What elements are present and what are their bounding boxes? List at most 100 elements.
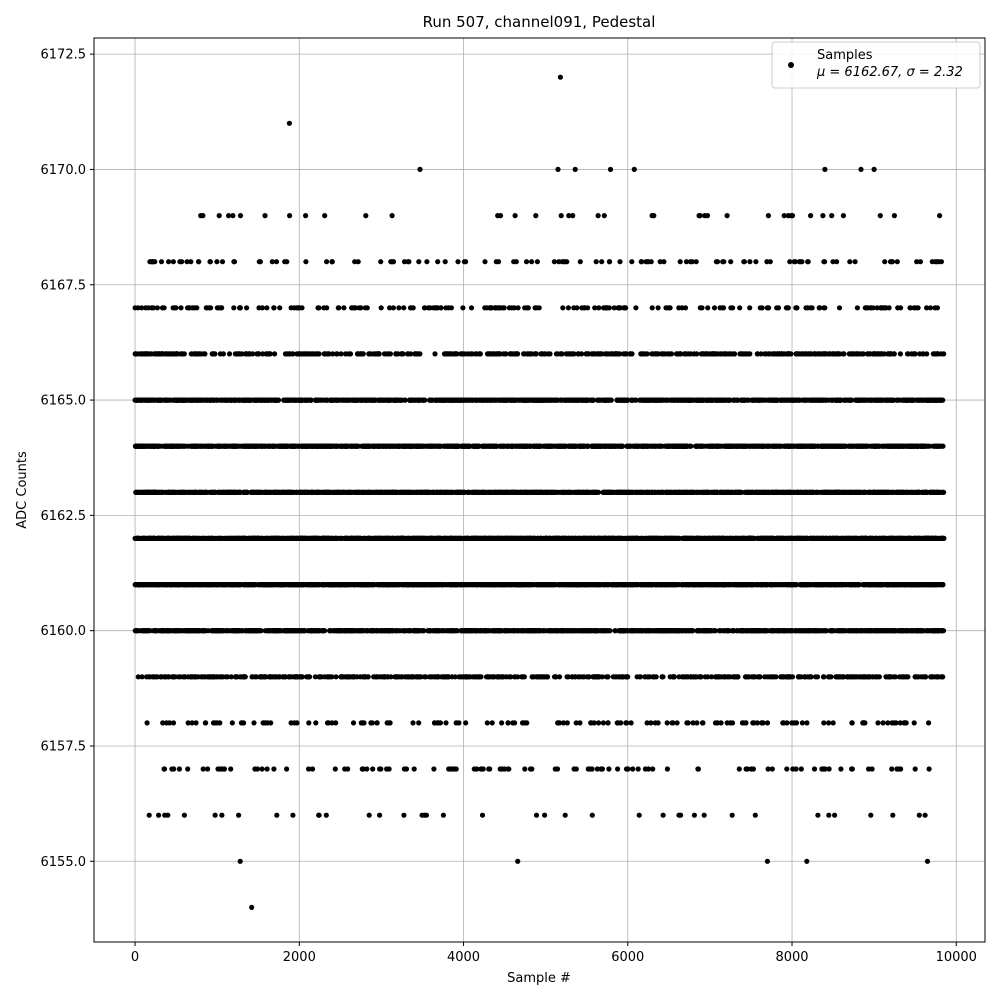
data-point <box>487 766 493 772</box>
data-point <box>885 720 891 726</box>
data-point <box>456 674 462 680</box>
data-point <box>309 766 316 772</box>
data-point <box>443 628 449 634</box>
data-point <box>568 582 574 588</box>
data-point <box>743 766 749 772</box>
data-point <box>193 628 199 634</box>
data-point <box>434 674 440 680</box>
data-point <box>401 812 407 818</box>
data-point <box>533 812 540 818</box>
data-point <box>761 628 767 634</box>
data-point <box>351 674 357 680</box>
data-point <box>820 582 826 588</box>
data-point <box>463 582 469 588</box>
data-point <box>471 766 477 772</box>
data-point <box>562 812 568 818</box>
data-point <box>596 720 602 726</box>
data-point <box>813 674 819 680</box>
data-point <box>357 674 363 680</box>
data-point <box>499 720 505 726</box>
data-point <box>427 582 433 588</box>
data-point <box>891 582 897 588</box>
data-point <box>929 674 935 680</box>
data-point <box>306 674 312 680</box>
data-point <box>243 628 249 634</box>
data-point <box>669 720 675 726</box>
data-point <box>901 628 907 634</box>
data-point <box>185 766 191 772</box>
data-point <box>132 628 138 634</box>
data-point <box>290 812 296 818</box>
data-point <box>577 720 583 726</box>
data-point <box>275 628 281 634</box>
data-point <box>346 628 352 634</box>
data-point <box>387 628 393 634</box>
data-point <box>560 628 566 634</box>
data-point <box>862 582 869 588</box>
data-point <box>554 766 561 772</box>
data-point <box>185 628 191 634</box>
data-point <box>459 628 465 634</box>
data-point <box>695 766 701 772</box>
data-point <box>919 628 925 634</box>
data-point <box>594 766 601 772</box>
data-point <box>572 674 578 680</box>
data-point <box>146 812 152 818</box>
data-point <box>705 628 711 634</box>
data-point <box>811 766 818 772</box>
data-point <box>251 720 257 726</box>
data-point <box>690 720 696 726</box>
data-point <box>671 582 678 588</box>
data-point <box>153 582 159 588</box>
data-point <box>220 674 226 680</box>
data-point <box>743 720 749 726</box>
data-point <box>862 720 868 726</box>
data-point <box>913 628 919 634</box>
data-point <box>386 720 392 726</box>
data-point <box>664 720 670 726</box>
data-points <box>132 74 947 911</box>
data-point <box>494 674 500 680</box>
data-point <box>463 720 469 726</box>
data-point <box>849 766 855 772</box>
data-point <box>599 766 606 772</box>
data-point <box>617 674 623 680</box>
data-point <box>729 812 735 818</box>
data-point <box>880 720 886 726</box>
data-point <box>479 812 486 818</box>
data-point <box>499 674 505 680</box>
data-point <box>384 766 390 772</box>
data-point <box>557 674 563 680</box>
data-point <box>814 628 820 634</box>
data-point <box>527 628 533 634</box>
data-point <box>932 582 938 588</box>
data-point <box>229 720 235 726</box>
data-point <box>280 674 286 680</box>
data-point <box>510 720 516 726</box>
data-point <box>443 720 449 726</box>
data-point <box>915 582 921 588</box>
data-point <box>924 628 930 634</box>
data-point <box>939 628 945 634</box>
data-point <box>765 766 771 772</box>
data-point <box>635 766 641 772</box>
data-point <box>615 766 621 772</box>
data-point <box>221 766 227 772</box>
data-point <box>750 766 757 772</box>
data-point <box>207 674 213 680</box>
data-point <box>715 674 721 680</box>
data-point <box>821 720 827 726</box>
data-point <box>333 720 339 726</box>
data-point <box>286 674 292 680</box>
data-point <box>254 628 260 634</box>
data-point <box>896 628 903 634</box>
data-point <box>373 674 380 680</box>
data-point <box>453 766 459 772</box>
data-point <box>234 674 240 680</box>
data-point <box>564 674 570 680</box>
data-point <box>373 628 380 634</box>
data-point <box>903 720 909 726</box>
data-point <box>267 674 274 680</box>
data-point <box>423 812 429 818</box>
